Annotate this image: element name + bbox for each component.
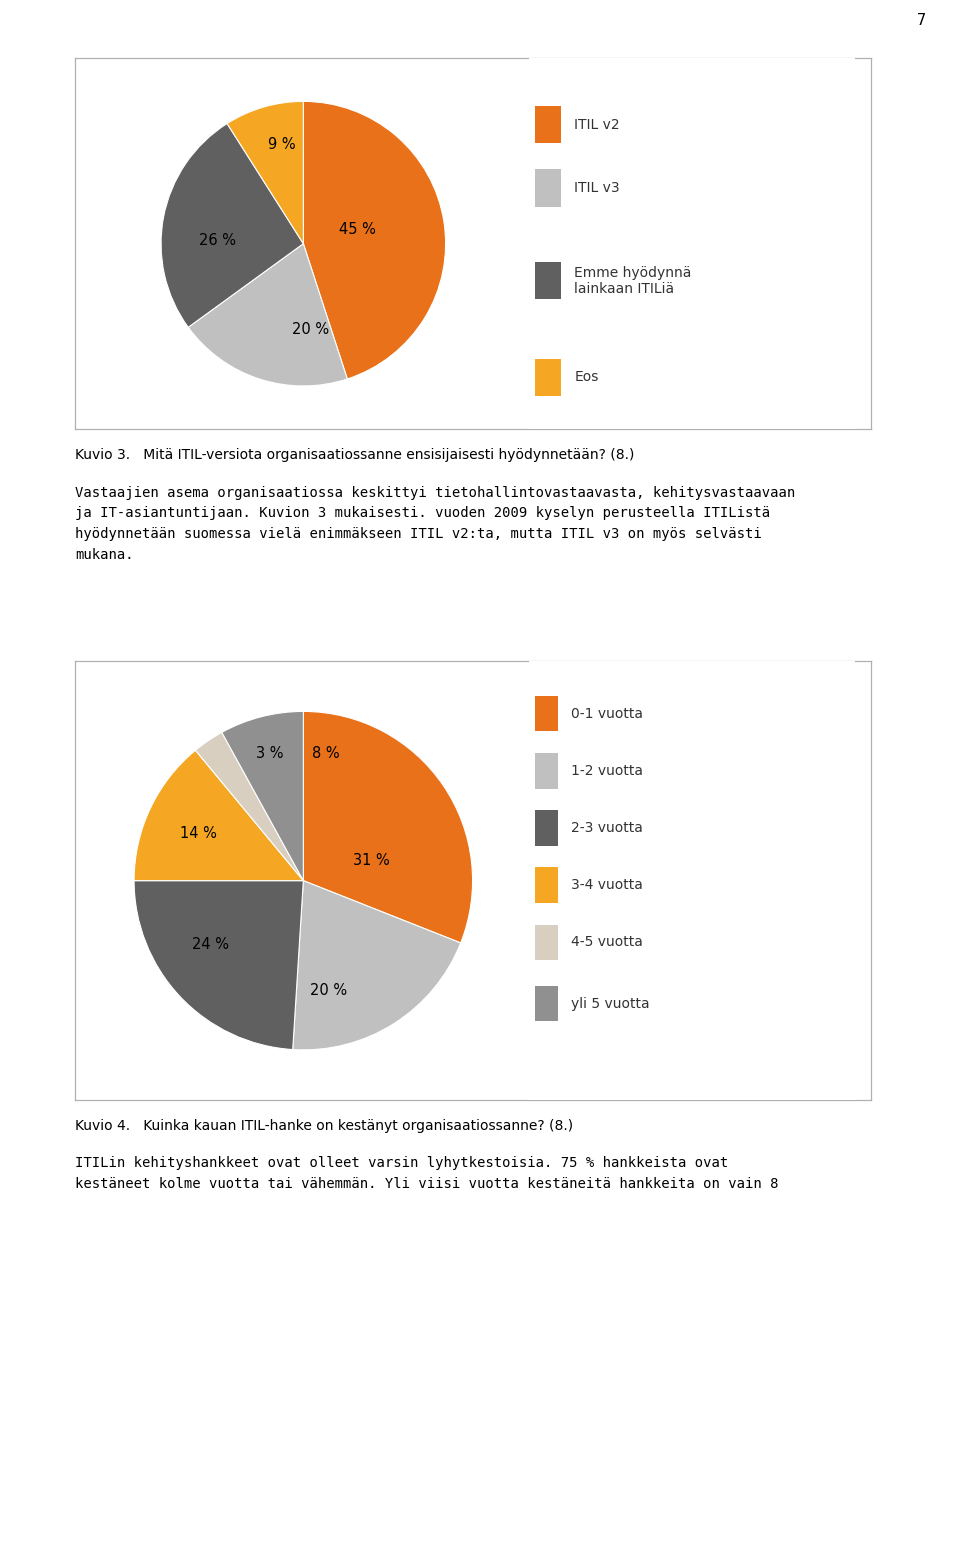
Bar (535, 169, 562, 207)
Text: 20 %: 20 % (310, 983, 348, 998)
Bar (535, 868, 558, 903)
Text: 4-5 vuotta: 4-5 vuotta (571, 935, 643, 950)
Wedge shape (293, 881, 461, 1050)
Text: 3-4 vuotta: 3-4 vuotta (571, 878, 643, 892)
Text: 14 %: 14 % (180, 826, 217, 841)
Text: yli 5 vuotta: yli 5 vuotta (571, 997, 650, 1011)
Wedge shape (303, 711, 472, 943)
Text: 9 %: 9 % (268, 136, 296, 152)
Bar (535, 107, 562, 144)
Text: Emme hyödynnä
lainkaan ITILiä: Emme hyödynnä lainkaan ITILiä (574, 266, 691, 296)
Text: ITIL v3: ITIL v3 (574, 180, 620, 194)
Text: 1-2 vuotta: 1-2 vuotta (571, 765, 643, 777)
Text: Kuvio 4.   Kuinka kauan ITIL-hanke on kestänyt organisaatiossanne? (8.): Kuvio 4. Kuinka kauan ITIL-hanke on kest… (75, 1119, 573, 1133)
Bar (535, 262, 562, 299)
Wedge shape (134, 881, 303, 1050)
Text: 7: 7 (917, 13, 926, 28)
Text: 26 %: 26 % (200, 233, 236, 248)
Wedge shape (161, 124, 303, 328)
Text: 2-3 vuotta: 2-3 vuotta (571, 821, 643, 835)
Text: 0-1 vuotta: 0-1 vuotta (571, 707, 643, 721)
Bar (535, 810, 558, 846)
Text: 24 %: 24 % (192, 937, 228, 953)
Bar (535, 986, 558, 1022)
Text: 8 %: 8 % (312, 746, 339, 762)
Wedge shape (228, 102, 303, 244)
Text: 3 %: 3 % (255, 746, 283, 762)
Text: 31 %: 31 % (352, 852, 390, 868)
Text: 20 %: 20 % (292, 321, 329, 337)
Bar (535, 754, 558, 788)
Text: Kuvio 3.   Mitä ITIL-versiota organisaatiossanne ensisijaisesti hyödynnetään? (8: Kuvio 3. Mitä ITIL-versiota organisaatio… (75, 448, 635, 462)
Text: ITIL v2: ITIL v2 (574, 118, 620, 132)
Wedge shape (222, 711, 303, 881)
Text: Eos: Eos (574, 370, 599, 384)
Wedge shape (196, 732, 303, 881)
Wedge shape (188, 244, 348, 385)
Text: 45 %: 45 % (339, 223, 376, 237)
Wedge shape (134, 751, 303, 881)
Bar (535, 925, 558, 959)
Bar (535, 359, 562, 396)
Wedge shape (303, 102, 445, 379)
Text: Vastaajien asema organisaatiossa keskittyi tietohallintovastaavasta, kehitysvast: Vastaajien asema organisaatiossa keskitt… (75, 486, 795, 561)
Bar (535, 696, 558, 732)
Text: ITILin kehityshankkeet ovat olleet varsin lyhytkestoisia. 75 % hankkeista ovat
k: ITILin kehityshankkeet ovat olleet varsi… (75, 1156, 779, 1191)
